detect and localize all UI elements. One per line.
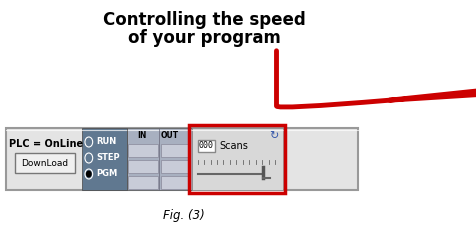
FancyBboxPatch shape — [160, 143, 190, 156]
Text: IN: IN — [138, 132, 147, 141]
FancyBboxPatch shape — [128, 160, 158, 173]
Text: OUT: OUT — [161, 132, 179, 141]
FancyBboxPatch shape — [160, 160, 190, 173]
Text: STEP: STEP — [97, 154, 120, 162]
FancyBboxPatch shape — [82, 128, 127, 190]
FancyBboxPatch shape — [128, 143, 158, 156]
FancyBboxPatch shape — [198, 140, 215, 152]
Text: Fig. (3): Fig. (3) — [163, 209, 205, 222]
FancyBboxPatch shape — [15, 153, 75, 173]
Text: DownLoad: DownLoad — [21, 159, 69, 167]
FancyBboxPatch shape — [127, 128, 191, 190]
Circle shape — [87, 171, 91, 177]
FancyBboxPatch shape — [160, 175, 190, 188]
FancyBboxPatch shape — [128, 175, 158, 188]
Text: PGM: PGM — [97, 169, 118, 179]
Text: RUN: RUN — [97, 138, 117, 147]
FancyBboxPatch shape — [6, 128, 358, 190]
FancyBboxPatch shape — [191, 128, 283, 190]
Text: of your program: of your program — [128, 29, 281, 47]
Text: Scans: Scans — [219, 141, 248, 151]
Text: ↻: ↻ — [269, 131, 278, 141]
Text: PLC = OnLine: PLC = OnLine — [9, 139, 83, 149]
Text: Controlling the speed: Controlling the speed — [103, 11, 306, 29]
Text: 000: 000 — [198, 141, 214, 150]
